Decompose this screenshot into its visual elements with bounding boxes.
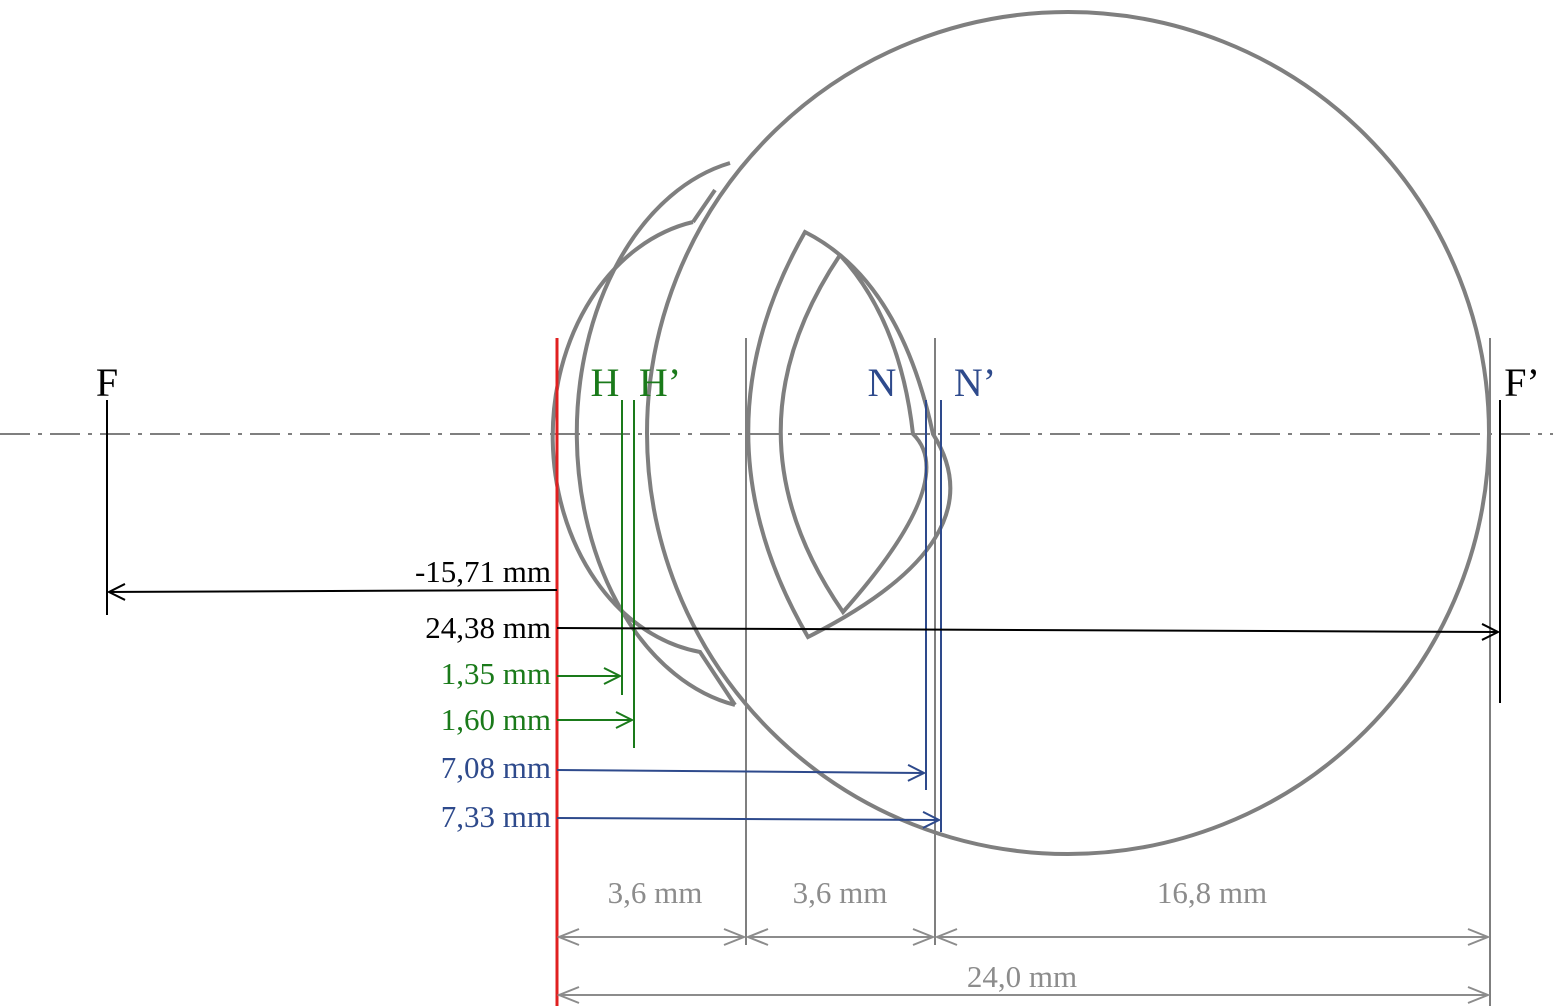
distance-label: 1,60 mm	[441, 702, 551, 737]
labels: F H H’ N N’ F’ -15,71 mm 24,38 mm 1,35 m…	[96, 360, 1540, 994]
distance-label: 24,38 mm	[425, 610, 551, 645]
segment-label: 3,6 mm	[608, 875, 703, 910]
distance-label: 7,33 mm	[441, 799, 551, 834]
point-label: F	[96, 360, 118, 405]
total-label: 24,0 mm	[967, 959, 1077, 994]
arrow	[556, 770, 924, 773]
lens-inner	[778, 253, 929, 616]
cornea-outer	[574, 161, 736, 707]
eye-shapes	[0, 10, 1553, 1006]
point-label: N’	[954, 360, 996, 405]
lens-outer	[746, 229, 953, 640]
cornea-inner	[550, 188, 737, 707]
arrow	[109, 590, 558, 592]
segment-label: 3,6 mm	[793, 875, 888, 910]
point-label: F’	[1504, 360, 1540, 405]
distance-label: 1,35 mm	[441, 656, 551, 691]
segment-label: 16,8 mm	[1157, 875, 1267, 910]
point-label: N	[868, 360, 897, 405]
arrow	[556, 818, 939, 820]
point-label: H	[591, 360, 620, 405]
distance-label: -15,71 mm	[415, 554, 551, 589]
arrow	[556, 628, 1498, 632]
distance-label: 7,08 mm	[441, 750, 551, 785]
point-label: H’	[639, 360, 681, 405]
